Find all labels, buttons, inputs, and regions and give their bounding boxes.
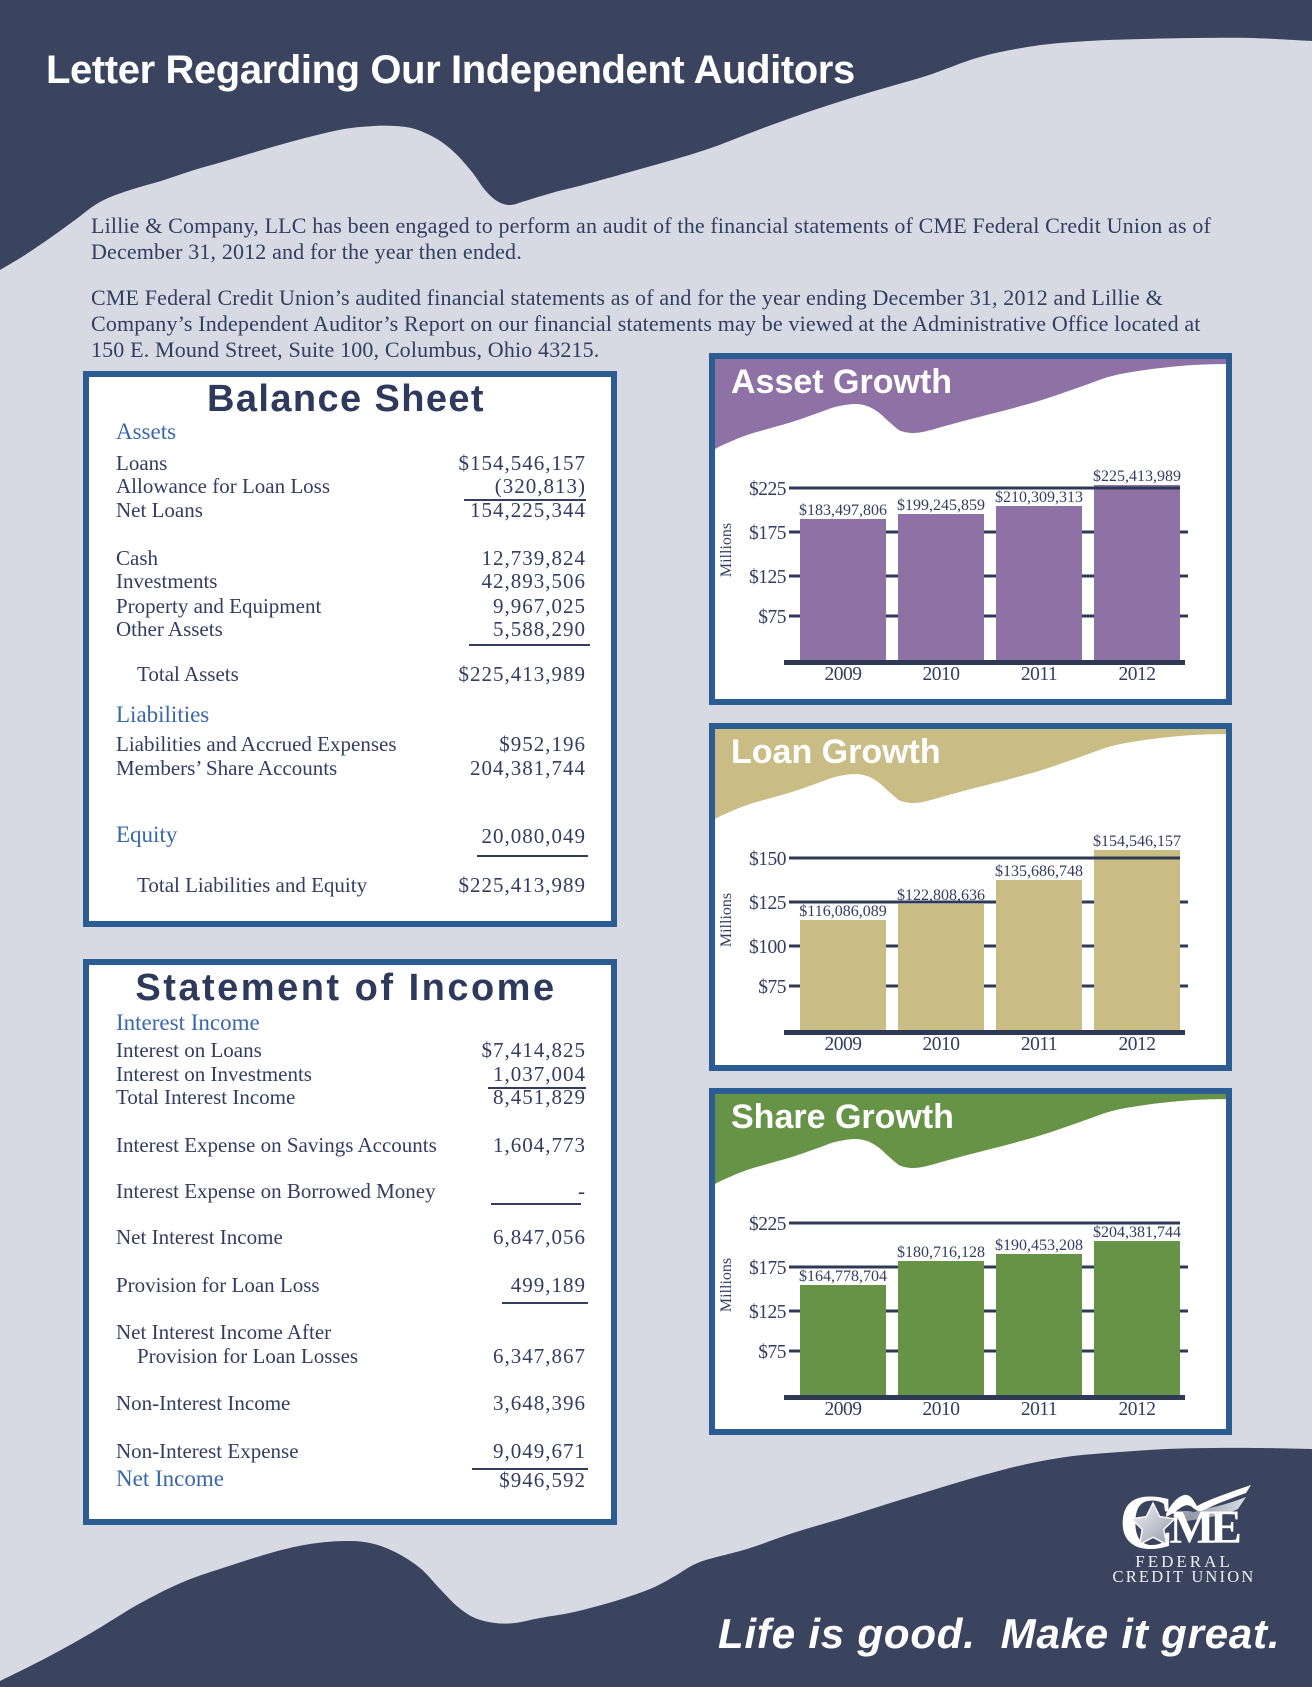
svg-text:2010: 2010 [923,1399,960,1420]
svg-text:$125: $125 [749,1302,786,1323]
svg-text:2011: 2011 [1021,664,1057,685]
svg-text:2012: 2012 [1119,1399,1156,1420]
svg-text:M: M [1169,1501,1214,1554]
svg-text:$180,716,128: $180,716,128 [897,1244,985,1261]
svg-text:$199,245,859: $199,245,859 [897,497,985,514]
svg-text:$100: $100 [749,937,786,958]
svg-text:$75: $75 [758,1342,786,1363]
svg-text:Millions: Millions [718,1258,735,1312]
svg-text:$225: $225 [749,1214,786,1235]
svg-text:Share Growth: Share Growth [731,1098,954,1136]
svg-text:2012: 2012 [1119,664,1156,685]
svg-text:$225: $225 [749,479,786,500]
svg-text:$154,546,157: $154,546,157 [1093,833,1181,850]
svg-text:$210,309,313: $210,309,313 [995,489,1083,506]
svg-text:Millions: Millions [718,523,735,577]
svg-text:2009: 2009 [825,664,862,685]
svg-text:2011: 2011 [1021,1399,1057,1420]
svg-text:$150: $150 [749,849,786,870]
svg-text:FEDERAL: FEDERAL [1135,1552,1233,1571]
svg-text:2009: 2009 [825,1399,862,1420]
svg-text:$75: $75 [758,977,786,998]
svg-text:$204,381,744: $204,381,744 [1093,1224,1181,1241]
svg-text:$225,413,989: $225,413,989 [1093,468,1181,485]
svg-text:$190,453,208: $190,453,208 [995,1237,1083,1254]
svg-text:$135,686,748: $135,686,748 [995,863,1083,880]
svg-text:$125: $125 [749,567,786,588]
svg-text:$125: $125 [749,893,786,914]
svg-text:$183,497,806: $183,497,806 [799,502,887,519]
svg-text:2011: 2011 [1021,1034,1057,1055]
svg-text:$122,808,636: $122,808,636 [897,887,985,904]
svg-text:Asset Growth: Asset Growth [731,363,952,401]
svg-text:Loan Growth: Loan Growth [731,733,941,771]
svg-text:2010: 2010 [923,1034,960,1055]
svg-text:Millions: Millions [718,893,735,947]
svg-text:E: E [1210,1501,1242,1554]
svg-text:$75: $75 [758,607,786,628]
svg-text:$175: $175 [749,1258,786,1279]
svg-text:2012: 2012 [1119,1034,1156,1055]
svg-text:2010: 2010 [923,664,960,685]
svg-text:$164,778,704: $164,778,704 [799,1268,887,1285]
svg-text:$175: $175 [749,523,786,544]
svg-text:$116,086,089: $116,086,089 [799,903,886,920]
svg-text:CREDIT UNION: CREDIT UNION [1113,1567,1256,1586]
svg-text:2009: 2009 [825,1034,862,1055]
